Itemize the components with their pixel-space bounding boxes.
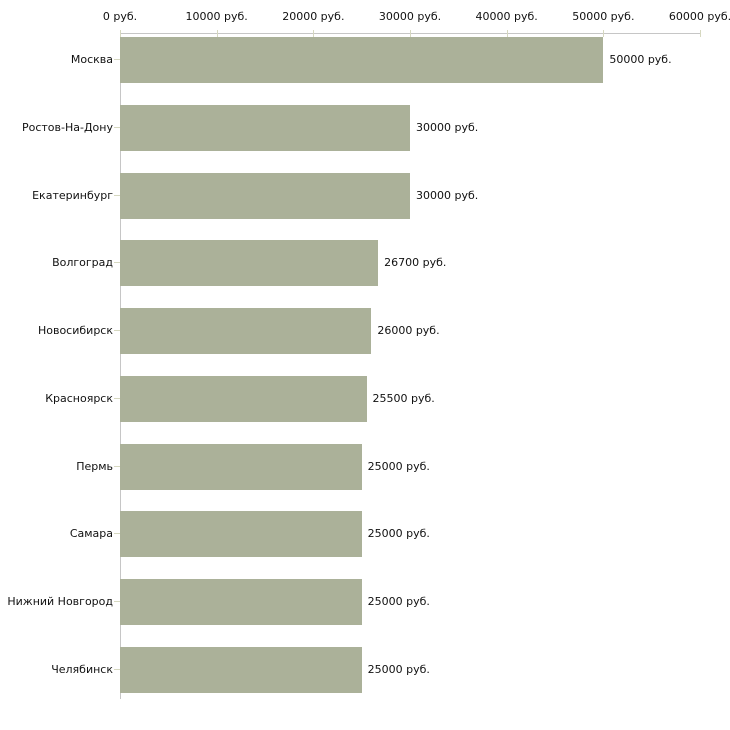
- y-axis-tick: [114, 465, 120, 467]
- y-axis-tick: [114, 669, 120, 671]
- x-tick-mark: [603, 30, 605, 37]
- x-tick-mark: [216, 30, 218, 37]
- x-tick-mark: [410, 30, 411, 37]
- bar: [120, 511, 362, 558]
- bar: [120, 37, 604, 83]
- y-axis-tick: [114, 330, 120, 332]
- category-label: Челябинск: [51, 663, 113, 677]
- bar: [120, 240, 379, 287]
- y-axis-line: [120, 33, 121, 699]
- value-label: 25000 руб.: [367, 527, 430, 541]
- x-tick-label: 30000 руб.: [378, 10, 442, 23]
- value-label: 50000 руб.: [609, 53, 672, 66]
- bar: [120, 104, 410, 151]
- value-label: 30000 руб.: [416, 188, 479, 202]
- x-tick-mark: [120, 30, 121, 37]
- bar-row: Ростов-На-Дону 30000 руб.: [0, 104, 730, 151]
- category-label: Москва: [70, 53, 113, 66]
- x-tick-label: 0 руб.: [102, 10, 138, 23]
- bar-row: Екатеринбург 30000 руб.: [0, 172, 730, 219]
- category-label: Екатеринбург: [32, 188, 113, 202]
- y-axis-tick: [114, 262, 120, 264]
- bar: [120, 375, 367, 422]
- category-label: Волгоград: [52, 256, 113, 270]
- x-tick-label: 40000 руб.: [475, 10, 538, 23]
- value-label: 25000 руб.: [367, 663, 430, 677]
- x-tick-mark: [313, 30, 315, 37]
- x-tick-mark: [506, 30, 508, 37]
- value-label: 26700 руб.: [384, 256, 447, 270]
- value-label: 26000 руб.: [377, 324, 440, 338]
- y-axis-tick: [114, 126, 120, 128]
- bar-row: Челябинск 25000 руб.: [0, 647, 730, 694]
- x-tick-mark: [700, 30, 701, 37]
- category-label: Нижний Новгород: [7, 595, 113, 609]
- value-label: 25000 руб.: [367, 595, 430, 609]
- value-label: 30000 руб.: [416, 120, 479, 134]
- bar-row: Москва 50000 руб.: [0, 37, 730, 83]
- bar: [120, 172, 410, 219]
- category-label: Новосибирск: [37, 324, 113, 338]
- bar-row: Нижний Новгород 25000 руб.: [0, 579, 730, 626]
- bar-row: Новосибирск 26000 руб.: [0, 308, 730, 355]
- x-tick-label: 60000 руб.: [668, 10, 730, 23]
- y-axis-tick: [114, 397, 120, 399]
- bar: [120, 647, 362, 694]
- category-label: Пермь: [76, 459, 113, 473]
- x-tick-label: 50000 руб.: [572, 10, 635, 23]
- bar-row: Красноярск 25500 руб.: [0, 375, 730, 422]
- y-axis-tick: [114, 59, 120, 60]
- x-tick-label: 10000 руб.: [185, 10, 248, 23]
- category-label: Ростов-На-Дону: [21, 120, 113, 134]
- category-label: Самара: [69, 527, 113, 541]
- bar-row: Пермь 25000 руб.: [0, 443, 730, 490]
- y-axis-tick: [114, 601, 120, 603]
- bar-row: Волгоград 26700 руб.: [0, 240, 730, 287]
- value-label: 25500 руб.: [372, 391, 435, 405]
- bar: [120, 308, 372, 355]
- bar-row: Самара 25000 руб.: [0, 511, 730, 558]
- value-label: 25000 руб.: [367, 459, 430, 473]
- category-label: Красноярск: [45, 391, 113, 405]
- x-tick-label: 20000 руб.: [282, 10, 345, 23]
- bar: [120, 443, 362, 490]
- bar: [120, 579, 362, 626]
- y-axis-tick: [114, 533, 120, 535]
- y-axis-tick: [114, 194, 120, 196]
